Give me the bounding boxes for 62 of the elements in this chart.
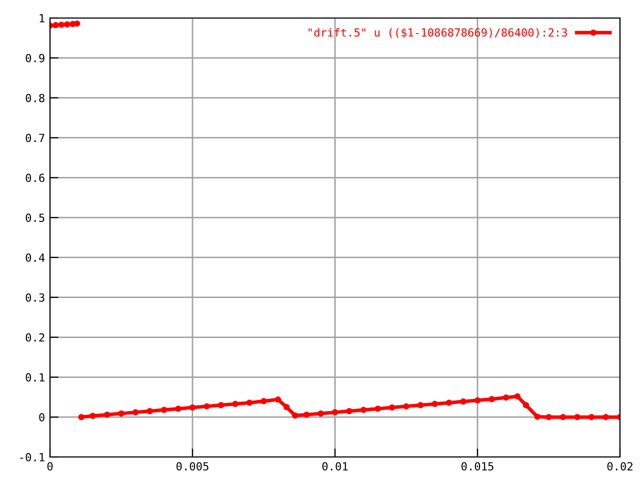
y-tick-label: 0.2 <box>26 333 44 342</box>
y-tick-label: 0.3 <box>26 293 44 302</box>
point <box>246 400 253 406</box>
point <box>374 406 381 412</box>
point <box>514 393 521 400</box>
point <box>90 412 96 420</box>
point <box>360 406 367 414</box>
point <box>52 22 59 28</box>
point <box>78 414 84 420</box>
y-tick-label: 0.6 <box>26 174 44 182</box>
legend-label: "drift.5" u (($1-1086878669)/86400):2:3 <box>308 28 567 38</box>
x-tick-label: 0.01 <box>322 462 348 471</box>
point <box>388 404 396 411</box>
point <box>417 402 424 408</box>
point <box>460 398 466 405</box>
point <box>74 20 80 27</box>
point <box>488 396 495 402</box>
y-tick-label: 0.1 <box>26 373 44 382</box>
point <box>175 406 182 412</box>
point <box>522 402 530 408</box>
point <box>58 22 65 28</box>
point <box>292 412 298 419</box>
point <box>132 409 139 416</box>
point <box>332 409 338 416</box>
x-tick-label: 0.005 <box>176 462 208 471</box>
y-tick-label: 0.7 <box>26 134 44 142</box>
y-tick-label: 1 <box>40 14 44 22</box>
point <box>260 398 267 404</box>
y-tick-label: 0.4 <box>26 253 45 262</box>
point <box>446 400 452 406</box>
x-tick-label: 0 <box>47 462 53 471</box>
point <box>560 414 566 420</box>
point <box>303 412 310 418</box>
point <box>104 412 110 418</box>
point <box>588 414 595 420</box>
x-tick-label: 0.02 <box>607 462 632 471</box>
point <box>232 400 238 408</box>
point <box>474 397 481 404</box>
point <box>160 406 168 414</box>
point <box>318 410 324 417</box>
x-tick-label: 0.015 <box>462 462 494 471</box>
point <box>204 403 210 410</box>
y-tick-label: 0 <box>39 413 44 422</box>
y-tick-label: -0.1 <box>20 453 44 462</box>
point <box>502 394 510 401</box>
point <box>274 396 282 403</box>
point <box>346 408 352 414</box>
point <box>189 404 196 411</box>
point <box>403 403 410 410</box>
point <box>283 404 290 410</box>
point <box>218 402 224 408</box>
point <box>534 414 540 420</box>
point <box>432 400 438 408</box>
point <box>64 21 70 28</box>
y-tick-label: 0.9 <box>26 54 44 62</box>
point <box>602 414 609 420</box>
point <box>118 410 124 417</box>
point <box>146 408 153 414</box>
y-tick-label: 0.5 <box>26 214 44 222</box>
point <box>574 414 580 420</box>
y-tick-label: 0.8 <box>26 94 44 102</box>
point <box>546 414 552 420</box>
